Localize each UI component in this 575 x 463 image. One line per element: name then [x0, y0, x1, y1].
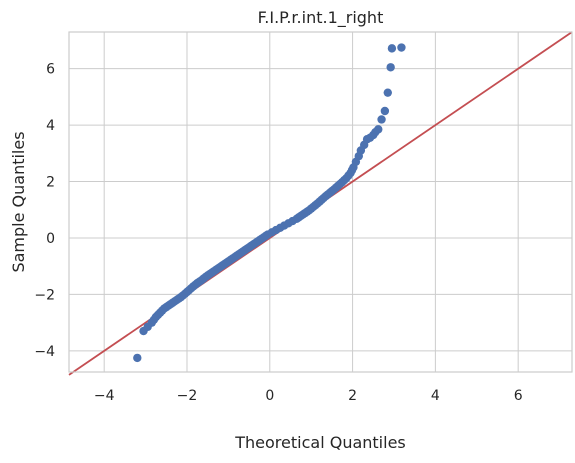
data-point-109	[387, 44, 397, 53]
y-tick-label-2: 0	[46, 231, 55, 247]
data-point-107	[386, 63, 395, 72]
data-point-105	[380, 106, 390, 116]
y-tick-label-0: −4	[34, 344, 55, 360]
x-tick-label-3: 2	[348, 388, 357, 404]
y-tick-label-4: 4	[46, 118, 55, 134]
data-point-0	[133, 353, 142, 363]
x-tick-label-0: −4	[94, 388, 115, 404]
data-point-106	[383, 88, 392, 97]
grid-lines	[69, 32, 572, 372]
y-axis-label: Sample Quantiles	[9, 131, 28, 272]
data-point-103	[374, 125, 383, 134]
points-group	[133, 43, 406, 363]
chart-title: F.I.P.r.int.1_right	[258, 8, 384, 28]
y-tick-label-1: −2	[34, 287, 55, 303]
x-axis-label: Theoretical Quantiles	[234, 433, 406, 452]
y-tick-labels: −4 −2 0 2 4 6	[34, 62, 55, 360]
y-tick-label-3: 2	[46, 175, 55, 191]
x-tick-label-5: 6	[514, 388, 523, 404]
data-point-104	[377, 115, 386, 124]
data-point-108	[397, 43, 406, 52]
x-tick-label-4: 4	[431, 388, 440, 404]
y-tick-label-5: 6	[46, 62, 55, 78]
plot-frame	[68, 31, 573, 373]
x-tick-label-2: 0	[265, 388, 274, 404]
x-tick-labels: −4 −2 0 2 4 6	[94, 388, 523, 404]
x-tick-label-1: −2	[177, 388, 198, 404]
